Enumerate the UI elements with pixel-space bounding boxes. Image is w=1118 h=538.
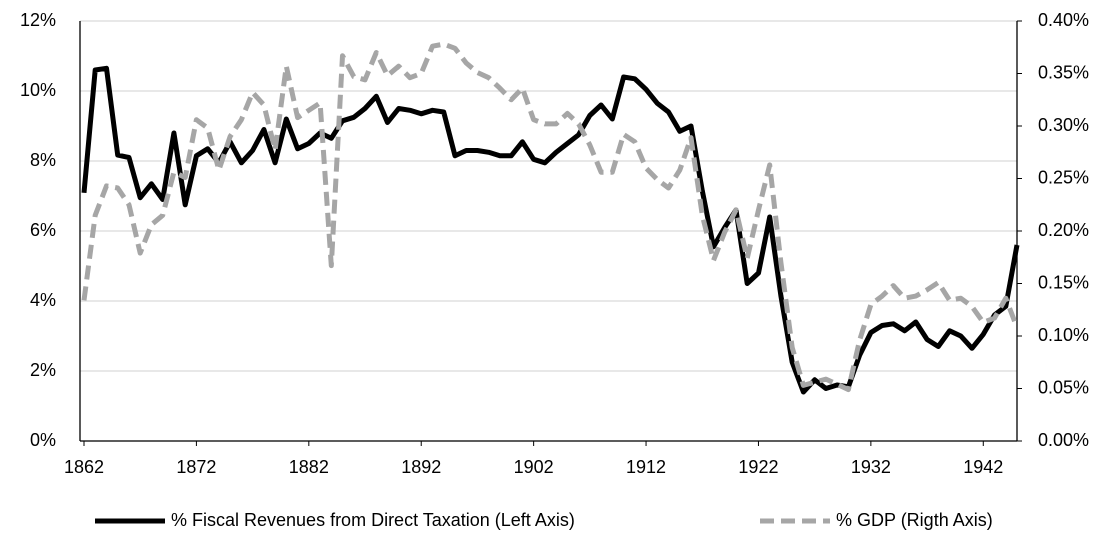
y2-tick-label: 0.20% <box>1038 220 1089 240</box>
series-line <box>81 41 1020 393</box>
x-tick-label: 1902 <box>514 457 554 477</box>
y-tick-label: 6% <box>30 220 56 240</box>
x-tick-label: 1922 <box>738 457 778 477</box>
series-line <box>81 65 1020 395</box>
x-tick-label: 1892 <box>401 457 441 477</box>
y-tick-label: 8% <box>30 150 56 170</box>
y2-tick-label: 0.00% <box>1038 430 1089 450</box>
x-tick-label: 1882 <box>289 457 329 477</box>
y-tick-label: 12% <box>20 10 56 30</box>
y2-tick-label: 0.10% <box>1038 325 1089 345</box>
x-tick-label: 1862 <box>64 457 104 477</box>
legend-label: % Fiscal Revenues from Direct Taxation (… <box>171 510 575 530</box>
y2-tick-label: 0.35% <box>1038 62 1089 82</box>
x-tick-label: 1912 <box>626 457 666 477</box>
y2-tick-label: 0.05% <box>1038 377 1089 397</box>
y2-tick-label: 0.30% <box>1038 115 1089 135</box>
y-tick-label: 0% <box>30 430 56 450</box>
x-tick-label: 1932 <box>851 457 891 477</box>
y2-tick-label: 0.40% <box>1038 10 1089 30</box>
x-tick-label: 1872 <box>176 457 216 477</box>
y-tick-label: 4% <box>30 290 56 310</box>
legend-label: % GDP (Rigth Axis) <box>836 510 993 530</box>
y-tick-label: 10% <box>20 80 56 100</box>
y2-tick-label: 0.25% <box>1038 167 1089 187</box>
y-tick-label: 2% <box>30 360 56 380</box>
x-tick-label: 1942 <box>963 457 1003 477</box>
y2-tick-label: 0.15% <box>1038 272 1089 292</box>
